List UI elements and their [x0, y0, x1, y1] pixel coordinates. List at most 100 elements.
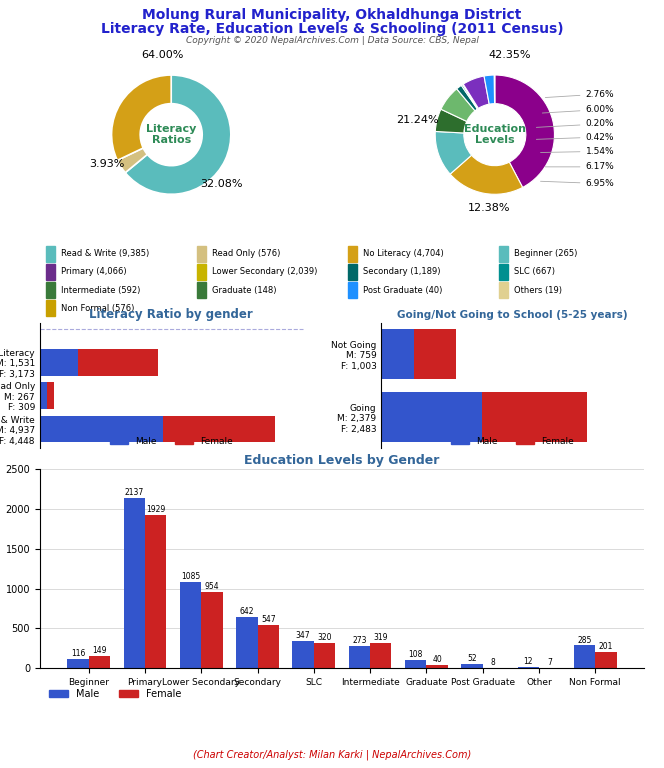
Bar — [201, 592, 222, 668]
Bar — [124, 498, 145, 668]
Bar — [348, 264, 357, 280]
Bar — [46, 300, 55, 316]
Text: Graduate (148): Graduate (148) — [212, 286, 276, 295]
Text: Molung Rural Municipality, Okhaldhunga District: Molung Rural Municipality, Okhaldhunga D… — [142, 8, 522, 22]
Bar — [40, 382, 46, 409]
Text: Secondary (1,189): Secondary (1,189) — [363, 267, 441, 276]
Bar — [46, 382, 54, 409]
Text: Education
Levels: Education Levels — [464, 124, 526, 145]
Bar — [163, 415, 275, 442]
Text: 52: 52 — [467, 654, 477, 663]
Wedge shape — [461, 84, 478, 109]
Text: 108: 108 — [408, 650, 423, 659]
Legend: Male, Female: Male, Female — [448, 434, 578, 450]
Bar — [499, 283, 508, 298]
Text: 319: 319 — [374, 633, 388, 642]
Text: Read Only (576): Read Only (576) — [212, 250, 280, 258]
Text: 6.17%: 6.17% — [545, 162, 614, 171]
Bar — [426, 665, 448, 668]
Text: Literacy
Ratios: Literacy Ratios — [146, 124, 197, 145]
Text: Read & Write (9,385): Read & Write (9,385) — [61, 250, 149, 258]
Legend: Male, Female: Male, Female — [106, 434, 236, 450]
Bar — [145, 515, 167, 668]
Text: Post Graduate (40): Post Graduate (40) — [363, 286, 442, 295]
Wedge shape — [463, 76, 489, 108]
Text: 21.24%: 21.24% — [396, 114, 439, 124]
Bar — [517, 667, 539, 668]
Bar — [46, 283, 55, 298]
Bar — [197, 283, 206, 298]
Text: 547: 547 — [261, 614, 276, 624]
Text: 2137: 2137 — [125, 488, 144, 497]
Text: 642: 642 — [240, 607, 254, 616]
Legend: Male, Female: Male, Female — [44, 685, 185, 703]
Text: 6.00%: 6.00% — [542, 105, 614, 114]
Text: 347: 347 — [296, 631, 311, 640]
Bar — [348, 283, 357, 298]
Text: 116: 116 — [71, 649, 85, 658]
Bar — [258, 624, 279, 668]
Title: Education Levels by Gender: Education Levels by Gender — [244, 454, 440, 467]
Wedge shape — [441, 89, 475, 121]
Bar — [370, 643, 392, 668]
Text: 320: 320 — [317, 633, 332, 642]
Wedge shape — [450, 155, 523, 194]
Bar — [349, 647, 370, 668]
Text: 201: 201 — [599, 642, 613, 651]
Text: 285: 285 — [577, 636, 592, 644]
Text: Others (19): Others (19) — [514, 286, 562, 295]
Bar — [197, 264, 206, 280]
Title: Literacy Ratio by gender: Literacy Ratio by gender — [90, 307, 253, 320]
Bar — [46, 246, 55, 262]
Bar — [292, 641, 314, 668]
Bar — [197, 246, 206, 262]
Bar — [482, 392, 588, 442]
Bar — [499, 246, 508, 262]
Bar — [40, 415, 163, 442]
Text: 1085: 1085 — [181, 572, 200, 581]
Text: Lower Secondary (2,039): Lower Secondary (2,039) — [212, 267, 317, 276]
Wedge shape — [118, 148, 147, 173]
Wedge shape — [484, 75, 495, 104]
Text: 0.42%: 0.42% — [537, 133, 614, 141]
Bar — [78, 349, 157, 376]
Text: 1929: 1929 — [146, 505, 165, 514]
Text: 8: 8 — [491, 657, 496, 667]
Text: Non Formal (576): Non Formal (576) — [61, 304, 134, 313]
Wedge shape — [463, 84, 478, 108]
Bar — [499, 264, 508, 280]
Bar — [405, 660, 426, 668]
Text: 273: 273 — [352, 637, 367, 645]
Text: Copyright © 2020 NepalArchives.Com | Data Source: CBS, Nepal: Copyright © 2020 NepalArchives.Com | Dat… — [185, 36, 479, 45]
Text: 149: 149 — [92, 647, 107, 655]
Wedge shape — [435, 131, 471, 174]
Text: 40: 40 — [432, 655, 442, 664]
Bar — [461, 664, 483, 668]
Wedge shape — [125, 75, 231, 194]
Bar — [574, 645, 595, 668]
Bar — [381, 392, 482, 442]
Text: Beginner (265): Beginner (265) — [514, 250, 578, 258]
Bar — [67, 659, 89, 668]
Text: 12: 12 — [523, 657, 533, 667]
Text: Primary (4,066): Primary (4,066) — [61, 267, 127, 276]
Bar — [314, 643, 335, 668]
Bar — [46, 264, 55, 280]
Bar — [414, 329, 456, 379]
Bar — [236, 617, 258, 668]
Text: Literacy Rate, Education Levels & Schooling (2011 Census): Literacy Rate, Education Levels & School… — [101, 22, 563, 35]
Text: 954: 954 — [205, 582, 219, 591]
Bar — [348, 246, 357, 262]
Bar — [40, 349, 78, 376]
Text: 6.95%: 6.95% — [540, 179, 614, 188]
Wedge shape — [457, 85, 477, 111]
Text: 2.76%: 2.76% — [545, 90, 614, 98]
Text: SLC (667): SLC (667) — [514, 267, 555, 276]
Text: No Literacy (4,704): No Literacy (4,704) — [363, 250, 444, 258]
Wedge shape — [112, 75, 171, 161]
Text: (Chart Creator/Analyst: Milan Karki | NepalArchives.Com): (Chart Creator/Analyst: Milan Karki | Ne… — [193, 750, 471, 760]
Text: 12.38%: 12.38% — [467, 203, 510, 213]
Bar — [381, 329, 414, 379]
Text: 1.54%: 1.54% — [540, 147, 614, 156]
Text: 32.08%: 32.08% — [201, 179, 243, 189]
